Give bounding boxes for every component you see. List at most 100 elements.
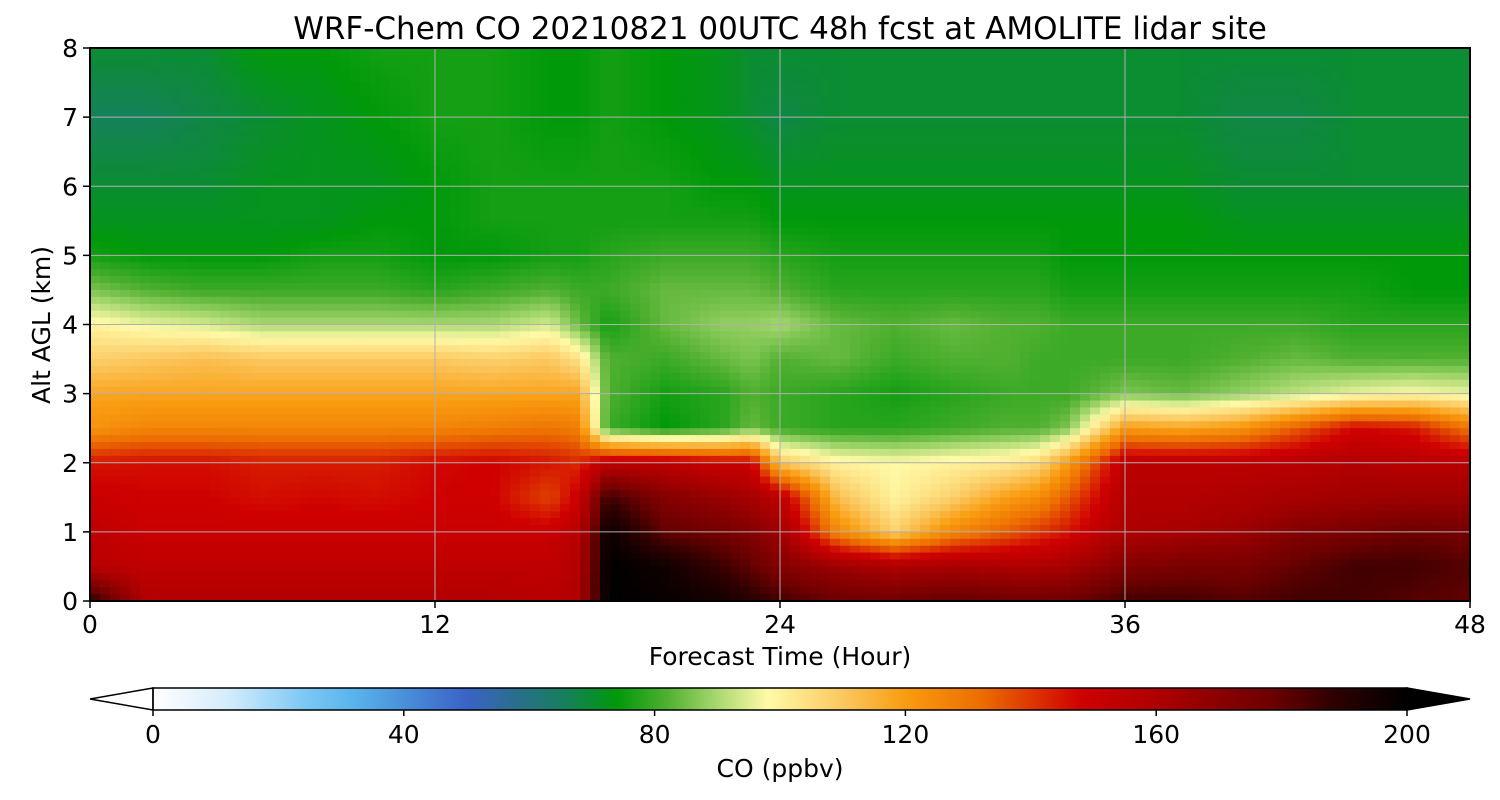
heatmap-cell	[330, 241, 341, 250]
heatmap-cell	[980, 103, 991, 111]
heatmap-cell	[850, 165, 861, 174]
heatmap-cell	[150, 144, 161, 153]
heatmap-cell	[1090, 117, 1101, 125]
heatmap-cell	[810, 276, 821, 284]
heatmap-cell	[1330, 54, 1341, 63]
heatmap-cell	[410, 283, 421, 291]
heatmap-cell	[330, 255, 341, 263]
heatmap-cell	[1100, 124, 1111, 132]
heatmap-cell	[1430, 103, 1441, 111]
heatmap-cell	[1440, 110, 1451, 118]
heatmap-cell	[600, 269, 611, 277]
heatmap-cell	[810, 75, 821, 84]
heatmap-cell	[610, 227, 621, 236]
heatmap-cell	[210, 48, 221, 56]
heatmap-cell	[260, 82, 271, 91]
heatmap-cell	[1420, 234, 1431, 243]
heatmap-cell	[1440, 124, 1451, 132]
heatmap-cell	[1390, 61, 1401, 70]
heatmap-cell	[1090, 179, 1101, 187]
heatmap-cell	[150, 248, 161, 256]
heatmap-cell	[460, 89, 471, 97]
heatmap-cell	[710, 103, 721, 111]
heatmap-cell	[900, 61, 911, 70]
heatmap-cell	[900, 289, 911, 298]
heatmap-cell	[1080, 144, 1091, 153]
heatmap-cell	[320, 151, 331, 160]
heatmap-cell	[820, 75, 831, 84]
heatmap-cell	[1440, 241, 1451, 250]
heatmap-cell	[110, 137, 121, 146]
heatmap-cell	[340, 179, 351, 187]
heatmap-cell	[1230, 151, 1241, 160]
heatmap-cell	[160, 206, 171, 215]
heatmap-cell	[660, 68, 671, 77]
heatmap-cell	[750, 193, 761, 201]
heatmap-cell	[1220, 89, 1231, 97]
heatmap-cell	[850, 117, 861, 125]
heatmap-cell	[980, 151, 991, 160]
heatmap-cell	[240, 117, 251, 125]
heatmap-cell	[940, 54, 951, 63]
heatmap-cell	[800, 117, 811, 125]
heatmap-cell	[930, 200, 941, 208]
heatmap-cell	[1200, 248, 1211, 256]
heatmap-cell	[1040, 269, 1051, 277]
heatmap-cell	[260, 124, 271, 132]
heatmap-cell	[280, 124, 291, 132]
heatmap-cell	[610, 48, 621, 56]
heatmap-cell	[1230, 220, 1241, 229]
heatmap-cell	[790, 206, 801, 215]
heatmap-cell	[930, 276, 941, 284]
heatmap-cell	[1080, 48, 1091, 56]
heatmap-cell	[1160, 89, 1171, 97]
heatmap-cell	[160, 296, 171, 305]
heatmap-cell	[440, 262, 451, 270]
heatmap-cell	[1230, 61, 1241, 70]
heatmap-cell	[1050, 269, 1061, 277]
heatmap-cell	[1000, 165, 1011, 174]
heatmap-cell	[790, 124, 801, 132]
heatmap-cell	[360, 110, 371, 118]
heatmap-cell	[260, 172, 271, 180]
heatmap-cell	[640, 213, 651, 222]
heatmap-cell	[280, 75, 291, 84]
heatmap-cell	[270, 172, 281, 180]
heatmap-cell	[220, 130, 231, 139]
heatmap-cell	[820, 110, 831, 118]
heatmap-cell	[880, 241, 891, 250]
heatmap-cell	[530, 130, 541, 139]
heatmap-cell	[1260, 68, 1271, 77]
heatmap-cell	[590, 248, 601, 256]
heatmap-cell	[890, 255, 901, 263]
heatmap-cell	[610, 255, 621, 263]
heatmap-cell	[890, 144, 901, 153]
heatmap-cell	[770, 255, 781, 263]
heatmap-cell	[200, 137, 211, 146]
heatmap-cell	[1100, 200, 1111, 208]
heatmap-cell	[970, 48, 981, 56]
heatmap-cell	[300, 110, 311, 118]
heatmap-cell	[800, 54, 811, 63]
heatmap-cell	[500, 255, 511, 263]
heatmap-cell	[380, 48, 391, 56]
heatmap-cell	[780, 234, 791, 243]
heatmap-cell	[200, 151, 211, 160]
heatmap-cell	[1380, 227, 1391, 236]
heatmap-cell	[140, 82, 151, 91]
heatmap-cell	[570, 165, 581, 174]
heatmap-cell	[980, 137, 991, 146]
heatmap-cell	[100, 200, 111, 208]
heatmap-cell	[720, 193, 731, 201]
heatmap-cell	[940, 234, 951, 243]
heatmap-cell	[1100, 144, 1111, 153]
heatmap-cell	[470, 213, 481, 222]
heatmap-cell	[90, 234, 101, 243]
heatmap-cell	[1050, 227, 1061, 236]
heatmap-cell	[1280, 158, 1291, 167]
heatmap-cell	[1000, 75, 1011, 84]
heatmap-cell	[360, 117, 371, 125]
heatmap-cell	[110, 248, 121, 256]
heatmap-cell	[1400, 61, 1411, 70]
heatmap-cell	[340, 110, 351, 118]
